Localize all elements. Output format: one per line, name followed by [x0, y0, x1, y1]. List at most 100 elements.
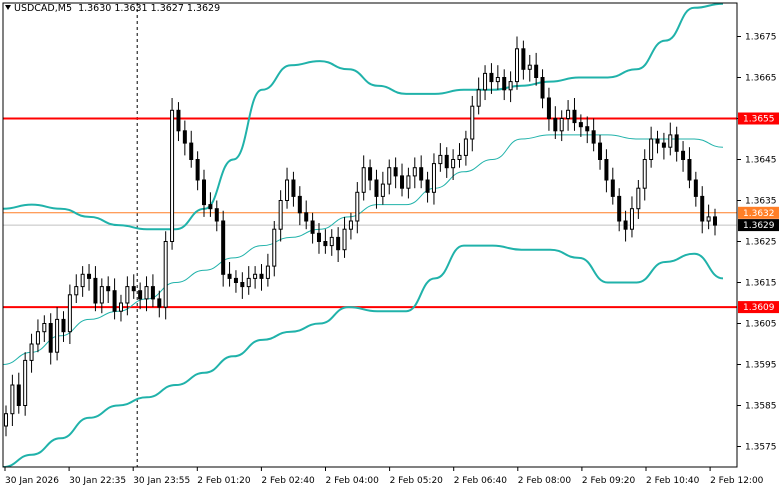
candle[interactable]: [495, 65, 500, 90]
candle[interactable]: [329, 229, 334, 256]
candle[interactable]: [508, 71, 513, 103]
candle[interactable]: [112, 278, 117, 320]
candle[interactable]: [489, 63, 494, 94]
candle[interactable]: [610, 167, 615, 205]
candle[interactable]: [336, 227, 341, 262]
candle[interactable]: [527, 54, 532, 82]
candle[interactable]: [419, 155, 424, 189]
candle[interactable]: [291, 171, 296, 207]
candle[interactable]: [661, 132, 666, 160]
candle[interactable]: [131, 274, 136, 299]
candle[interactable]: [310, 212, 315, 244]
candle[interactable]: [80, 266, 85, 297]
candle[interactable]: [546, 87, 551, 131]
candle[interactable]: [265, 253, 270, 287]
candle[interactable]: [387, 159, 392, 195]
candle[interactable]: [674, 126, 679, 162]
candle[interactable]: [700, 186, 705, 234]
candle[interactable]: [125, 276, 130, 316]
candle[interactable]: [553, 106, 558, 139]
candle[interactable]: [10, 374, 15, 426]
candle[interactable]: [29, 333, 34, 373]
candle[interactable]: [444, 147, 449, 178]
candle[interactable]: [374, 169, 379, 209]
candle[interactable]: [55, 307, 60, 361]
candle[interactable]: [649, 126, 654, 168]
candle[interactable]: [655, 130, 660, 154]
candle[interactable]: [253, 266, 258, 289]
candle[interactable]: [483, 65, 488, 101]
candle[interactable]: [642, 149, 647, 201]
candle[interactable]: [514, 36, 519, 90]
candle[interactable]: [285, 167, 290, 209]
candle[interactable]: [227, 262, 232, 287]
candle[interactable]: [361, 155, 366, 201]
candle[interactable]: [157, 290, 162, 318]
candle[interactable]: [150, 274, 155, 308]
candle[interactable]: [144, 276, 149, 312]
candle[interactable]: [393, 157, 398, 189]
candle[interactable]: [617, 188, 622, 232]
candle[interactable]: [713, 208, 717, 236]
candle[interactable]: [457, 143, 462, 168]
candle[interactable]: [259, 264, 264, 291]
candle[interactable]: [87, 264, 92, 291]
candle[interactable]: [629, 196, 634, 238]
candle[interactable]: [400, 163, 405, 197]
candle[interactable]: [693, 171, 698, 207]
candle[interactable]: [406, 167, 411, 199]
candle[interactable]: [233, 270, 238, 293]
candle[interactable]: [278, 190, 283, 242]
candle[interactable]: [182, 120, 187, 156]
candle[interactable]: [534, 52, 539, 86]
candle[interactable]: [668, 122, 673, 156]
candle[interactable]: [297, 186, 302, 226]
candle[interactable]: [578, 114, 583, 137]
candle[interactable]: [572, 98, 577, 131]
candle[interactable]: [42, 315, 47, 342]
candle[interactable]: [598, 134, 603, 170]
candle[interactable]: [23, 352, 28, 416]
candle[interactable]: [687, 147, 692, 189]
candle[interactable]: [4, 405, 8, 437]
candle[interactable]: [438, 143, 443, 172]
bollinger-upper-band[interactable]: [3, 3, 724, 231]
candle[interactable]: [48, 313, 53, 365]
candle[interactable]: [559, 110, 564, 142]
candle[interactable]: [566, 100, 571, 131]
candle[interactable]: [470, 95, 475, 152]
bollinger-lower-band[interactable]: [3, 244, 724, 467]
candle[interactable]: [604, 149, 609, 193]
candle[interactable]: [636, 180, 641, 219]
candle[interactable]: [170, 98, 175, 250]
candle[interactable]: [202, 169, 207, 217]
candle[interactable]: [585, 116, 590, 144]
candle[interactable]: [380, 171, 385, 205]
candle[interactable]: [176, 102, 181, 142]
candle[interactable]: [106, 276, 111, 303]
candle[interactable]: [623, 210, 628, 242]
candle[interactable]: [99, 278, 104, 314]
candle[interactable]: [272, 221, 277, 277]
candle[interactable]: [412, 157, 417, 189]
candle[interactable]: [74, 274, 79, 303]
candle[interactable]: [476, 77, 481, 115]
candle[interactable]: [463, 130, 468, 166]
candle[interactable]: [208, 192, 213, 217]
candle[interactable]: [591, 118, 596, 152]
candle[interactable]: [189, 130, 194, 168]
candle[interactable]: [431, 153, 436, 205]
candle[interactable]: [451, 149, 456, 180]
candle[interactable]: [316, 223, 321, 254]
candle[interactable]: [342, 216, 347, 258]
candle[interactable]: [93, 266, 98, 312]
candle[interactable]: [16, 372, 21, 414]
candle[interactable]: [355, 182, 360, 234]
candle[interactable]: [540, 69, 545, 109]
candle[interactable]: [706, 204, 711, 230]
candle[interactable]: [221, 210, 226, 287]
candle[interactable]: [240, 272, 245, 299]
candle[interactable]: [214, 200, 219, 232]
